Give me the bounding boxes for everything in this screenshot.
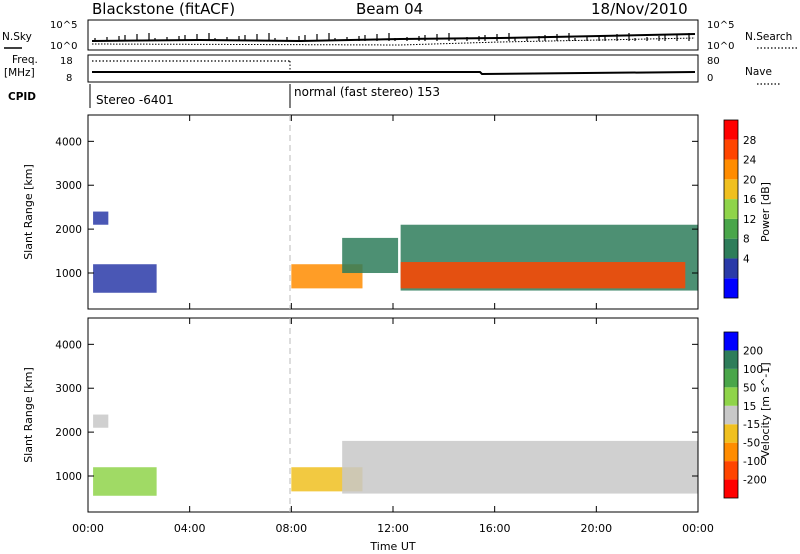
colorbar-tick-0: 28 [743, 135, 756, 147]
colorbar-frame [723, 119, 739, 299]
freq-unit-label: [MHz] [4, 67, 35, 79]
nsearch-tick-bottom: 10^0 [707, 41, 734, 52]
colorbar-block-3 [724, 218, 738, 239]
nsky-tick-bottom: 10^0 [50, 41, 77, 52]
colorbar-block-6 [724, 159, 738, 180]
colorbar-block-0 [724, 278, 738, 298]
freq-label: Freq. [12, 54, 38, 66]
y-tick-label-1: 2000 [55, 224, 82, 236]
x-tick-label-2: 08:00 [275, 522, 307, 535]
x-tick-label-1: 04:00 [174, 522, 206, 535]
nsearch-label: N.Search [745, 31, 792, 43]
colorbar-tick-5: 8 [743, 234, 750, 246]
colorbar-tick-1: 24 [743, 155, 757, 167]
x-tick-label-4: 16:00 [479, 522, 511, 535]
colorbar-block-7 [724, 350, 738, 369]
cpid-segment-stereo: Stereo -6401 [96, 93, 174, 107]
velocity-colorbar: 200 100 50 15 -15 -50 -100 -200 Velocity [m s^-… [723, 331, 772, 499]
nave-label: Nave [745, 66, 772, 78]
echo-region-0 [93, 414, 109, 428]
y-tick-label-3: 4000 [55, 339, 82, 351]
colorbar-block-8 [724, 332, 738, 351]
colorbar-block-4 [724, 405, 738, 425]
colorbar-block-7 [724, 139, 738, 160]
echo-region-3 [342, 237, 399, 274]
y-tick-label-2: 3000 [55, 180, 82, 192]
echo-region-5 [400, 262, 686, 289]
colorbar-block-1 [724, 258, 738, 279]
nsky-panel: N.Sky 10^5 10^0 10^5 10^0 N.Search [2, 19, 797, 52]
cpid-row: CPID Stereo -6401 normal (fast stereo) 1… [8, 84, 440, 108]
echo-region-3 [342, 440, 698, 494]
colorbar-frame [723, 331, 739, 499]
y-tick-label-3: 4000 [55, 136, 82, 148]
x-tick-label-3: 12:00 [377, 522, 409, 535]
y-tick-label-0: 1000 [55, 471, 82, 483]
colorbar-block-0 [724, 479, 738, 498]
colorbar-block-8 [724, 120, 738, 140]
y-tick-label-2: 3000 [55, 383, 82, 395]
colorbar-tick-3: 15 [743, 401, 756, 413]
colorbar-block-1 [724, 461, 738, 480]
colorbar-tick-2: 20 [743, 174, 756, 186]
colorbar-block-3 [724, 424, 738, 443]
power-colorbar: 28 24 20 16 12 8 4 Power [dB] [723, 119, 772, 299]
y-tick-label-0: 1000 [55, 268, 82, 280]
colorbar-tick-6: 4 [743, 253, 750, 265]
nsky-tick-top: 10^5 [50, 20, 77, 31]
echo-region-0 [93, 211, 109, 225]
nsky-label: N.Sky [2, 31, 32, 43]
y-tick-label-1: 2000 [55, 427, 82, 439]
power-panel: 1000 2000 3000 4000 Slant Range [km] [22, 114, 699, 310]
colorbar-tick-5: -50 [743, 438, 760, 450]
colorbar-block-5 [724, 179, 738, 200]
freq-tick-top: 18 [60, 56, 73, 67]
power-ylabel: Slant Range [km] [22, 164, 35, 260]
velocity-colorbar-label: Velocity [m s^-1] [759, 362, 772, 457]
station-title: Blackstone (fitACF) [92, 0, 235, 18]
nave-tick-top: 80 [707, 56, 720, 67]
colorbar-tick-1: 100 [743, 364, 763, 376]
colorbar-tick-4: 12 [743, 214, 756, 226]
beam-title: Beam 04 [356, 0, 423, 18]
echo-region-1 [93, 467, 157, 496]
date-title: 18/Nov/2010 [591, 0, 688, 18]
freq-panel: Freq. [MHz] 18 8 80 0 Nave [4, 54, 780, 85]
colorbar-block-2 [724, 238, 738, 259]
colorbar-block-5 [724, 387, 738, 406]
colorbar-block-2 [724, 442, 738, 462]
nsearch-tick-top: 10^5 [707, 20, 734, 31]
x-tick-label-5: 20:00 [580, 522, 612, 535]
colorbar-tick-6: -100 [743, 456, 767, 468]
colorbar-tick-0: 200 [743, 345, 763, 357]
cpid-label: CPID [8, 91, 36, 103]
colorbar-block-6 [724, 368, 738, 388]
velocity-panel: 1000 2000 3000 4000 00:00 04:00 08:00 12:00 16:0… [22, 317, 714, 553]
colorbar-tick-4: -15 [743, 419, 760, 431]
echo-region-1 [93, 264, 157, 293]
time-xlabel: Time UT [369, 540, 415, 553]
colorbar-block-4 [724, 199, 738, 219]
nave-tick-bottom: 0 [707, 73, 713, 84]
x-tick-label-0: 00:00 [72, 522, 104, 535]
power-colorbar-label: Power [dB] [759, 182, 772, 242]
colorbar-tick-7: -200 [743, 475, 767, 487]
freq-tick-bottom: 8 [66, 73, 72, 84]
colorbar-tick-3: 16 [743, 194, 757, 206]
colorbar-tick-2: 50 [743, 382, 756, 394]
cpid-segment-normal: normal (fast stereo) 153 [294, 85, 440, 99]
x-tick-label-6: 00:00 [682, 522, 714, 535]
velocity-ylabel: Slant Range [km] [22, 367, 35, 463]
